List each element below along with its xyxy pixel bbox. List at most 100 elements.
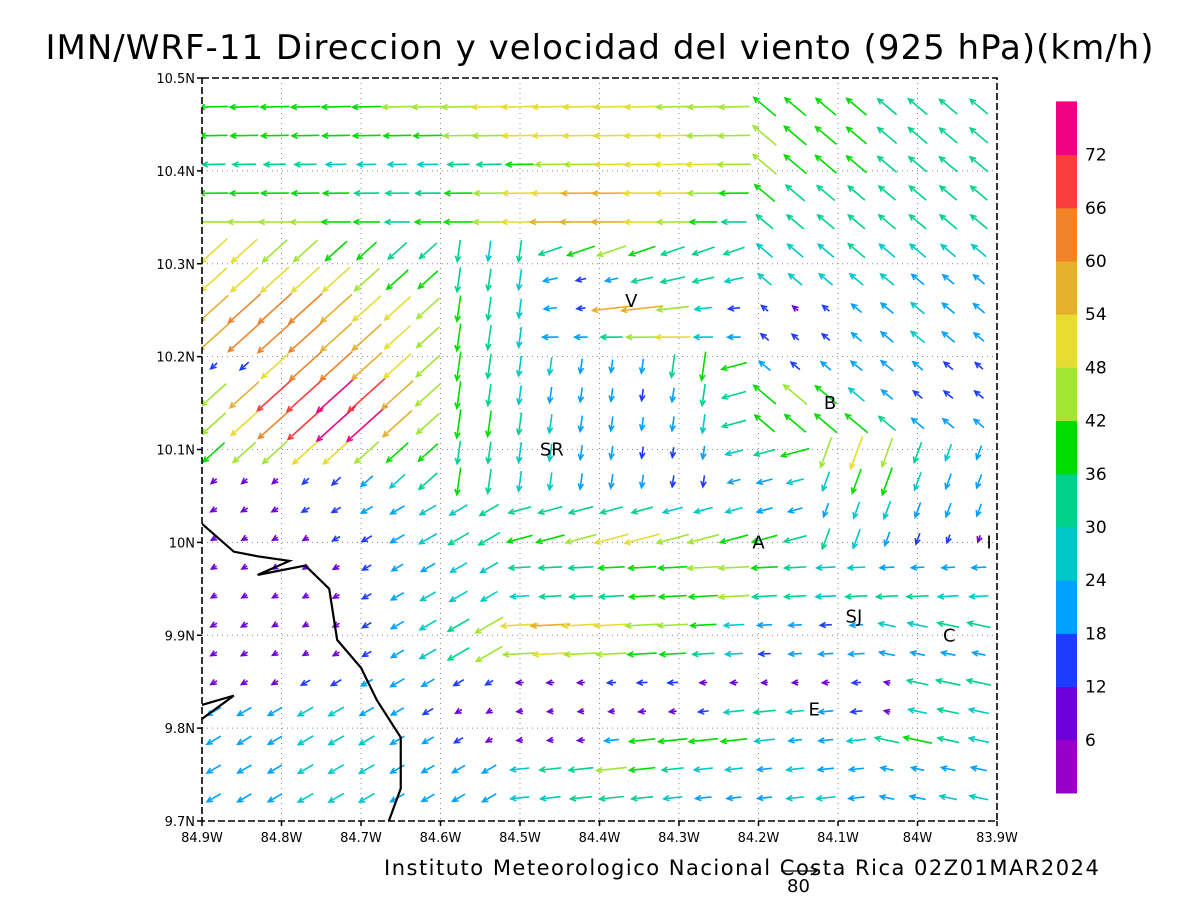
wind-vector (756, 272, 772, 286)
wind-vector (202, 161, 226, 168)
wind-vector (319, 322, 353, 353)
wind-vector (699, 351, 707, 382)
wind-vector (1001, 186, 1018, 200)
wind-vector (320, 103, 351, 111)
wind-vector (760, 304, 769, 312)
wind-vector (656, 622, 689, 629)
wind-vector (565, 245, 596, 257)
wind-vector (969, 213, 988, 230)
wind-vector (446, 647, 470, 661)
wind-vector (876, 126, 898, 145)
wind-vector (666, 679, 679, 686)
wind-vector (359, 505, 373, 515)
wind-vector (301, 534, 310, 542)
wind-vector (205, 793, 222, 803)
colorbar-label: 18 (1085, 624, 1107, 644)
wind-vector (472, 189, 505, 197)
wind-vector (545, 736, 554, 744)
wind-vector (321, 266, 351, 293)
wind-vector (653, 132, 691, 140)
wind-vector (389, 505, 405, 515)
colorbar-segment (1056, 580, 1077, 634)
wind-vector (973, 361, 984, 370)
wind-vector (909, 301, 926, 315)
wind-vector (475, 161, 502, 168)
wind-vector (452, 736, 464, 744)
wind-vector (845, 737, 867, 744)
wind-vector (755, 794, 773, 802)
wind-vector (972, 331, 985, 342)
wind-vector (515, 239, 523, 264)
wind-vector (508, 593, 530, 600)
wind-vector (322, 440, 350, 466)
wind-vector (814, 154, 838, 174)
wind-vector (597, 564, 625, 572)
wind-vector (874, 593, 899, 600)
wind-vector (909, 330, 926, 344)
wind-vector (301, 649, 310, 657)
wind-vector (814, 564, 836, 572)
colorbar-segment (1056, 420, 1077, 475)
wind-vector (638, 416, 646, 432)
wind-vector (331, 563, 340, 571)
wind-vector (814, 97, 837, 116)
coastline (202, 522, 402, 821)
wind-vector (608, 359, 615, 375)
wind-vector (202, 103, 229, 111)
wind-vector (410, 103, 445, 111)
wind-vector (388, 473, 406, 490)
wind-vector (357, 763, 375, 775)
wind-vector (685, 103, 720, 111)
wind-vector (753, 183, 776, 203)
wind-vector (209, 563, 218, 570)
wind-vector (1005, 420, 1014, 427)
wind-vector (350, 103, 382, 111)
wind-vector (976, 535, 983, 544)
wind-vector (911, 360, 924, 371)
x-tick-label: 84.6W (420, 831, 462, 846)
wind-vector (845, 126, 868, 145)
wind-vector (815, 184, 836, 202)
colorbar-segment (1056, 207, 1077, 262)
wind-vector (259, 266, 290, 294)
wind-vector (350, 351, 383, 381)
wind-vector (787, 621, 802, 629)
place-labels: V B SR A I SJ C E (540, 291, 992, 721)
wind-vector (817, 708, 834, 715)
wind-vector (719, 361, 747, 372)
wind-vector (787, 272, 803, 286)
wind-vector (359, 678, 373, 687)
wind-vector (967, 735, 990, 744)
wind-vector (538, 794, 561, 802)
wind-vector (485, 441, 492, 465)
wind-vector (446, 618, 470, 633)
wind-vector (849, 708, 863, 715)
wind-vector (687, 593, 719, 601)
wind-vector (454, 267, 462, 294)
wind-vector (782, 383, 808, 406)
wind-vector (755, 765, 773, 773)
wind-vector (938, 98, 958, 115)
wind-vector (715, 161, 751, 168)
wind-vector (667, 707, 677, 715)
place-label: V (625, 291, 638, 312)
wind-vector (419, 591, 437, 602)
wind-vector (449, 562, 468, 574)
wind-vector (873, 735, 900, 744)
wind-vector (240, 592, 248, 599)
wind-vector (877, 213, 897, 230)
wind-vector (389, 620, 405, 630)
wind-vector (226, 218, 262, 226)
x-tick-label: 84W (903, 831, 933, 846)
wind-vector (202, 132, 228, 140)
wind-vector (905, 678, 929, 686)
wind-vector (320, 218, 351, 226)
wind-vector (454, 295, 462, 323)
wind-vector (909, 765, 925, 772)
wind-vector (970, 243, 987, 258)
wind-vector (785, 794, 805, 802)
wind-vector (236, 706, 252, 717)
wind-vector (669, 447, 677, 460)
colorbar-segment (1056, 154, 1077, 209)
wind-vector (626, 650, 657, 658)
